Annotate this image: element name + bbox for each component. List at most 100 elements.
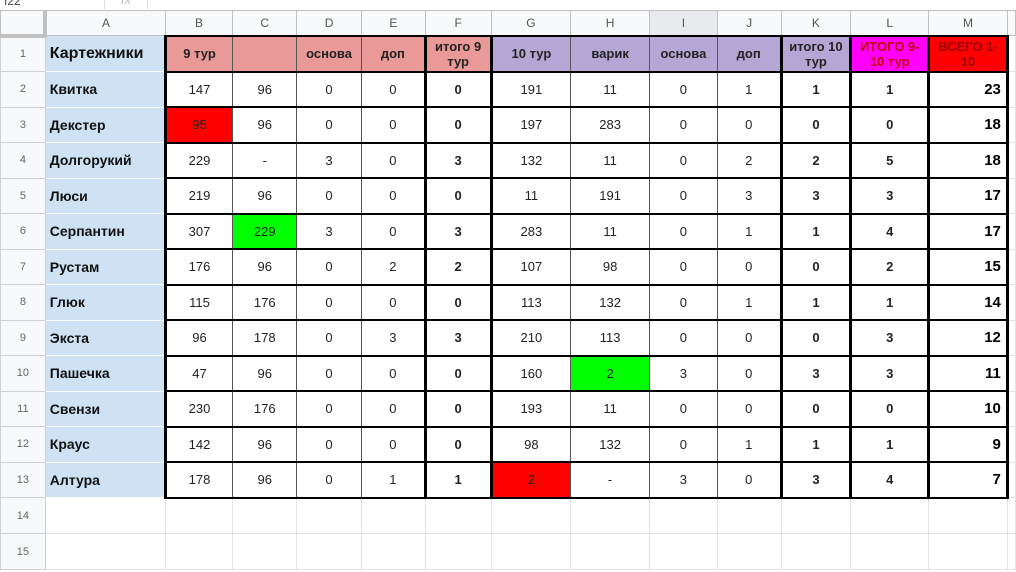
cell-j[interactable]: 2 bbox=[716, 141, 782, 179]
cell-g[interactable]: 197 bbox=[489, 106, 572, 144]
column-header-f[interactable]: F bbox=[424, 10, 492, 36]
cell-i[interactable]: 0 bbox=[648, 425, 718, 463]
cell-f[interactable]: 0 bbox=[423, 106, 492, 144]
cell-j[interactable]: 0 bbox=[716, 461, 782, 499]
cell-h[interactable]: 11 bbox=[570, 390, 650, 428]
header-cell-a[interactable]: Картежники bbox=[44, 35, 166, 72]
header-cell-h[interactable]: варик bbox=[570, 34, 650, 73]
cell-h[interactable]: 191 bbox=[570, 177, 650, 215]
cell-e[interactable]: 1 bbox=[360, 461, 426, 499]
empty-cell[interactable] bbox=[44, 533, 166, 570]
column-header-l[interactable]: L bbox=[850, 10, 930, 36]
cell-j[interactable]: 0 bbox=[716, 319, 782, 357]
cell-d[interactable]: 3 bbox=[296, 141, 362, 179]
player-name-cell[interactable]: Свензи bbox=[44, 390, 166, 427]
cell-i[interactable]: 0 bbox=[648, 177, 718, 215]
cell-h[interactable]: 11 bbox=[570, 141, 650, 179]
cell-j[interactable]: 0 bbox=[716, 248, 782, 286]
cell-e[interactable]: 0 bbox=[360, 70, 426, 108]
row-header-10[interactable]: 10 bbox=[0, 355, 46, 392]
cell-l[interactable]: 3 bbox=[849, 319, 930, 357]
cell-i[interactable]: 0 bbox=[648, 319, 718, 357]
header-cell-c[interactable] bbox=[232, 34, 298, 73]
player-name-cell[interactable]: Квитка bbox=[44, 71, 166, 108]
player-name-cell[interactable]: Долгорукий bbox=[44, 142, 166, 179]
cell-e[interactable]: 0 bbox=[360, 390, 426, 428]
column-header-c[interactable]: C bbox=[232, 10, 298, 36]
header-cell-b[interactable]: 9 тур bbox=[163, 34, 234, 73]
cell-l[interactable]: 0 bbox=[849, 390, 930, 428]
cell-e[interactable]: 0 bbox=[360, 212, 426, 250]
empty-cell[interactable] bbox=[164, 533, 234, 570]
cell-l[interactable]: 5 bbox=[849, 141, 930, 179]
cell-i[interactable]: 0 bbox=[648, 70, 718, 108]
cell-k[interactable]: 2 bbox=[779, 141, 852, 179]
row-header-3[interactable]: 3 bbox=[0, 106, 46, 143]
column-header-a[interactable]: A bbox=[44, 10, 166, 36]
cell-c[interactable]: 229 bbox=[232, 212, 298, 250]
empty-cell[interactable] bbox=[296, 533, 362, 570]
empty-cell[interactable] bbox=[164, 497, 234, 534]
cell-i[interactable]: 0 bbox=[648, 283, 718, 321]
cell-c[interactable]: 178 bbox=[232, 319, 298, 357]
empty-cell[interactable] bbox=[490, 533, 572, 570]
cell-d[interactable]: 0 bbox=[296, 425, 362, 463]
cell-m[interactable]: 17 bbox=[927, 177, 1009, 215]
cell-k[interactable]: 0 bbox=[779, 390, 852, 428]
cell-d[interactable]: 3 bbox=[296, 212, 362, 250]
player-name-cell[interactable]: Экста bbox=[44, 319, 166, 356]
player-name-cell[interactable]: Глюк bbox=[44, 284, 166, 321]
cell-i[interactable]: 0 bbox=[648, 248, 718, 286]
cell-l[interactable]: 1 bbox=[849, 425, 930, 463]
cell-l[interactable]: 4 bbox=[849, 461, 930, 499]
empty-cell[interactable] bbox=[648, 497, 718, 534]
player-name-cell[interactable]: Серпантин bbox=[44, 213, 166, 250]
empty-cell[interactable] bbox=[850, 497, 930, 534]
cell-h[interactable]: 113 bbox=[570, 319, 650, 357]
cell-g[interactable]: 132 bbox=[489, 141, 572, 179]
empty-cell[interactable] bbox=[424, 533, 492, 570]
cell-g[interactable]: 107 bbox=[489, 248, 572, 286]
empty-cell[interactable] bbox=[490, 497, 572, 534]
cell-i[interactable]: 0 bbox=[648, 106, 718, 144]
cell-k[interactable]: 1 bbox=[779, 70, 852, 108]
cell-k[interactable]: 1 bbox=[779, 425, 852, 463]
cell-l[interactable]: 1 bbox=[849, 70, 930, 108]
column-header-h[interactable]: H bbox=[570, 10, 650, 36]
cell-m[interactable]: 18 bbox=[927, 141, 1009, 179]
cell-i[interactable]: 0 bbox=[648, 390, 718, 428]
cell-k[interactable]: 1 bbox=[779, 212, 852, 250]
cell-e[interactable]: 0 bbox=[360, 425, 426, 463]
cell-m[interactable]: 17 bbox=[927, 212, 1009, 250]
empty-cell[interactable] bbox=[928, 497, 1008, 534]
cell-l[interactable]: 2 bbox=[849, 248, 930, 286]
empty-cell[interactable] bbox=[780, 497, 852, 534]
cell-g[interactable]: 160 bbox=[489, 354, 572, 392]
cell-c[interactable]: 96 bbox=[232, 425, 298, 463]
cell-e[interactable]: 0 bbox=[360, 177, 426, 215]
cell-b[interactable]: 96 bbox=[163, 319, 234, 357]
cell-g[interactable]: 2 bbox=[489, 461, 572, 499]
column-header-j[interactable]: J bbox=[716, 10, 782, 36]
cell-f[interactable]: 1 bbox=[423, 461, 492, 499]
cell-k[interactable]: 3 bbox=[779, 461, 852, 499]
cell-k[interactable]: 0 bbox=[779, 106, 852, 144]
cell-d[interactable]: 0 bbox=[296, 283, 362, 321]
cell-c[interactable]: 96 bbox=[232, 177, 298, 215]
cell-c[interactable]: 96 bbox=[232, 461, 298, 499]
cell-g[interactable]: 191 bbox=[489, 70, 572, 108]
row-header-9[interactable]: 9 bbox=[0, 319, 46, 356]
empty-cell[interactable] bbox=[1006, 533, 1016, 570]
empty-cell[interactable] bbox=[648, 533, 718, 570]
cell-k[interactable]: 3 bbox=[779, 177, 852, 215]
cell-m[interactable]: 12 bbox=[927, 319, 1009, 357]
header-cell-k[interactable]: итого 10 тур bbox=[779, 34, 852, 73]
cell-f[interactable]: 3 bbox=[423, 141, 492, 179]
row-header-1[interactable]: 1 bbox=[0, 35, 46, 72]
row-header-15[interactable]: 15 bbox=[0, 533, 46, 570]
row-header-13[interactable]: 13 bbox=[0, 461, 46, 498]
row-header-5[interactable]: 5 bbox=[0, 177, 46, 214]
cell-c[interactable]: 96 bbox=[232, 248, 298, 286]
cell-b[interactable]: 178 bbox=[163, 461, 234, 499]
empty-cell[interactable] bbox=[716, 533, 782, 570]
